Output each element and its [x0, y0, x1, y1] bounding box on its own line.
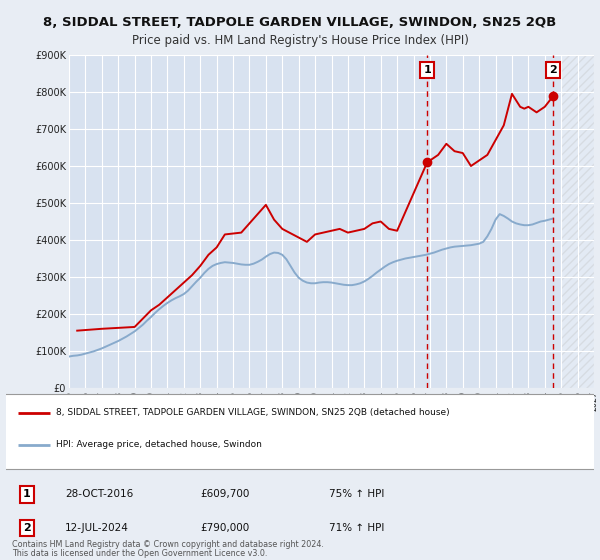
Text: 75% ↑ HPI: 75% ↑ HPI: [329, 489, 385, 500]
Text: 2: 2: [23, 523, 31, 533]
FancyBboxPatch shape: [3, 394, 597, 469]
Text: £609,700: £609,700: [200, 489, 250, 500]
Text: 12-JUL-2024: 12-JUL-2024: [65, 523, 128, 533]
Text: 28-OCT-2016: 28-OCT-2016: [65, 489, 133, 500]
Text: 8, SIDDAL STREET, TADPOLE GARDEN VILLAGE, SWINDON, SN25 2QB: 8, SIDDAL STREET, TADPOLE GARDEN VILLAGE…: [43, 16, 557, 29]
Text: 71% ↑ HPI: 71% ↑ HPI: [329, 523, 385, 533]
Text: 1: 1: [23, 489, 31, 500]
Text: £790,000: £790,000: [200, 523, 249, 533]
Text: 2: 2: [550, 65, 557, 75]
Text: Price paid vs. HM Land Registry's House Price Index (HPI): Price paid vs. HM Land Registry's House …: [131, 34, 469, 46]
Bar: [561, 55, 594, 388]
Text: HPI: Average price, detached house, Swindon: HPI: Average price, detached house, Swin…: [56, 440, 262, 450]
Text: This data is licensed under the Open Government Licence v3.0.: This data is licensed under the Open Gov…: [12, 549, 267, 558]
Text: 1: 1: [423, 65, 431, 75]
Text: Contains HM Land Registry data © Crown copyright and database right 2024.: Contains HM Land Registry data © Crown c…: [12, 540, 324, 549]
Text: 8, SIDDAL STREET, TADPOLE GARDEN VILLAGE, SWINDON, SN25 2QB (detached house): 8, SIDDAL STREET, TADPOLE GARDEN VILLAGE…: [56, 408, 449, 418]
